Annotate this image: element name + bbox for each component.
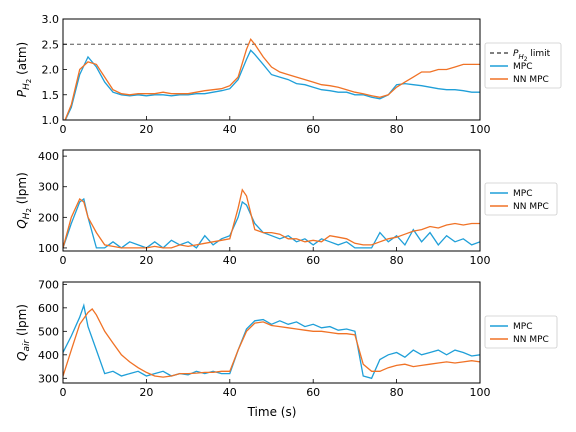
- y-tick-label: 400: [38, 349, 59, 362]
- panel-2: 0 20 40 60 80 100 100 200 300 400 QH2 (lpm) MPC NN M…: [15, 149, 558, 267]
- y-tick-label: 3.0: [42, 13, 60, 26]
- x-tick-label: 100: [470, 254, 491, 267]
- panel-1: 0 20 40 60 80 100 1.0 1.5 2.0 2.5 3.0 PH2 (atm) PH2 …: [15, 13, 562, 136]
- y-tick-label: 1.5: [42, 89, 60, 102]
- x-tick-label: 80: [390, 386, 404, 399]
- x-tick-label: 20: [139, 254, 153, 267]
- legend-label: MPC: [513, 62, 532, 72]
- series-line-mpc: [63, 303, 480, 380]
- y-tick-label: 600: [38, 302, 59, 315]
- series-line-nn-mpc: [63, 188, 480, 249]
- y-tick-label: 300: [38, 181, 59, 194]
- plot-frame: [62, 18, 481, 121]
- x-axis-label: Time (s): [247, 405, 297, 419]
- legend: MPC NN MPC: [484, 315, 558, 349]
- x-tick-label: 80: [390, 254, 404, 267]
- x-tick-label: 60: [306, 386, 320, 399]
- plot-frame: [62, 149, 481, 252]
- y-axis-label: Qair (lpm): [15, 304, 32, 361]
- legend-label: MPC: [513, 189, 532, 199]
- panels-root: 0 20 40 60 80 100 1.0 1.5 2.0 2.5 3.0 PH2 (atm) PH2 …: [15, 13, 562, 399]
- x-tick-label: 0: [60, 386, 67, 399]
- y-tick-label: 100: [38, 242, 59, 255]
- y-tick-label: 500: [38, 325, 59, 338]
- x-tick-label: 40: [223, 254, 237, 267]
- y-tick-label: 700: [38, 278, 59, 291]
- legend-label: NN MPC: [513, 202, 549, 212]
- y-tick-label: 400: [38, 150, 59, 163]
- plot-frame: [62, 281, 481, 384]
- x-tick-label: 100: [470, 386, 491, 399]
- y-tick-label: 2.0: [42, 64, 60, 77]
- y-tick-label: 300: [38, 372, 59, 385]
- series-line-nn-mpc: [64, 37, 480, 120]
- x-tick-label: 0: [60, 123, 67, 136]
- x-tick-label: 20: [139, 386, 153, 399]
- legend-label: NN MPC: [513, 75, 549, 85]
- y-tick-label: 200: [38, 211, 59, 224]
- y-axis-label: QH2 (lpm): [15, 172, 33, 229]
- x-tick-label: 60: [306, 123, 320, 136]
- x-tick-label: 20: [139, 123, 153, 136]
- x-tick-label: 80: [390, 123, 404, 136]
- series-line-mpc: [64, 49, 480, 120]
- x-tick-label: 60: [306, 254, 320, 267]
- panel-3: 0 20 40 60 80 100 300 400 500 600 700 Qair (lpm) MPC…: [15, 278, 558, 399]
- y-tick-label: 1.0: [42, 114, 60, 127]
- legend: MPC NN MPC: [484, 182, 558, 216]
- x-tick-label: 0: [60, 254, 67, 267]
- legend-label: MPC: [513, 322, 532, 332]
- series-line-nn-mpc: [63, 308, 480, 378]
- y-axis-label: PH2 (atm): [15, 42, 33, 97]
- x-tick-label: 100: [470, 123, 491, 136]
- y-tick-label: 2.5: [42, 38, 60, 51]
- legend-label: PH2 limit: [513, 49, 551, 63]
- legend-box: [484, 315, 558, 349]
- legend-box: [484, 42, 562, 89]
- series-line-mpc: [63, 197, 480, 249]
- legend-box: [484, 182, 558, 216]
- x-tick-label: 40: [223, 386, 237, 399]
- legend-label: NN MPC: [513, 335, 549, 345]
- x-tick-label: 40: [223, 123, 237, 136]
